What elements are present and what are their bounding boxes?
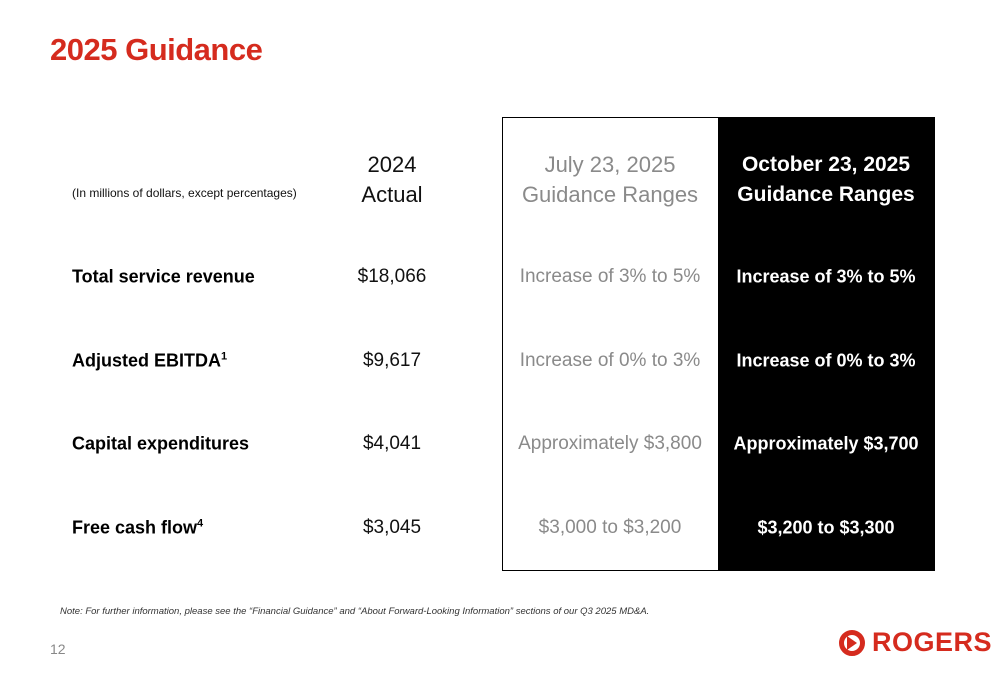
row-label: Free cash flow4 [72, 518, 203, 539]
table-cell: $3,045 [362, 517, 422, 538]
row-label-text: Capital expenditures [72, 433, 250, 454]
table-cell: Increase of 3% to 5% [736, 266, 916, 287]
row-label-text: Total service revenue [72, 266, 255, 287]
row-label: Capital expenditures [72, 434, 249, 455]
table-cell: $3,000 to $3,200 [538, 517, 682, 538]
title: 2025 Guidance [50, 32, 263, 67]
column-header: October 23, 2025 Guidance Ranges [737, 150, 914, 210]
column-header-line: Actual [361, 182, 423, 207]
row-label: Adjusted EBITDA1 [72, 351, 227, 372]
column-header-line: July 23, 2025 [544, 152, 676, 177]
logo: ROGERS [838, 627, 992, 658]
page-number: 12 [50, 641, 66, 657]
table-cell: $9,617 [362, 350, 422, 371]
table-cell: $4,041 [362, 433, 422, 454]
october-column-box [718, 117, 935, 571]
logo-text: ROGERS [872, 627, 993, 657]
row-label-text: Free cash flow [72, 517, 198, 538]
table-cell: $18,066 [357, 266, 427, 287]
column-header: July 23, 2025 Guidance Ranges [522, 150, 698, 210]
table-cell: Increase of 0% to 3% [736, 350, 916, 371]
table-note: (In millions of dollars, except percenta… [72, 186, 297, 200]
column-header-line: October 23, 2025 [741, 153, 911, 176]
footnote-marker: 1 [221, 350, 228, 363]
column-header-line: 2024 [367, 152, 417, 177]
footnote: Note: For further information, please se… [60, 606, 650, 617]
logo-icon [839, 629, 865, 656]
column-header-line: Guidance Ranges [737, 183, 915, 206]
table-cell: Approximately $3,700 [733, 433, 919, 454]
table-cell: Increase of 0% to 3% [519, 350, 701, 371]
table-cell: Increase of 3% to 5% [519, 266, 701, 287]
footnote-marker: 4 [197, 517, 204, 530]
column-header: 2024 Actual [361, 150, 422, 210]
column-header-line: Guidance Ranges [521, 182, 699, 207]
row-label: Total service revenue [72, 267, 255, 288]
table-cell: $3,200 to $3,300 [757, 517, 895, 538]
table-cell: Approximately $3,800 [518, 433, 702, 454]
row-label-text: Adjusted EBITDA [72, 350, 222, 371]
